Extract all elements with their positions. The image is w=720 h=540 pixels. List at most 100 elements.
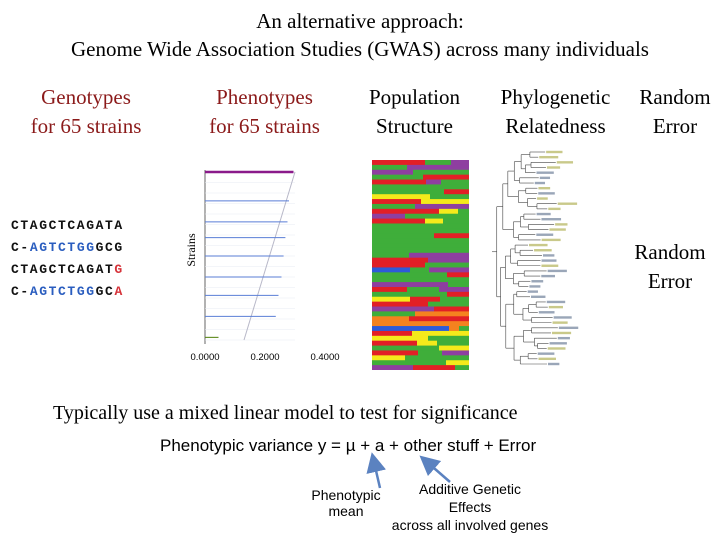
population-segment xyxy=(372,169,413,176)
tree-leaf-label xyxy=(548,207,561,211)
population-segment xyxy=(372,335,428,342)
population-segment xyxy=(372,252,409,259)
annotation-additive: Additive Genetic Effects across all invo… xyxy=(370,480,570,534)
tree-leaf-label xyxy=(556,161,574,164)
population-segment xyxy=(409,316,469,322)
tree-leaf-label xyxy=(537,352,555,355)
sequence-row: C-AGTCTGGGCG xyxy=(11,237,124,259)
phylogenetic-heading-line2: Relatedness xyxy=(505,114,606,138)
population-segment xyxy=(372,262,425,268)
population-segment xyxy=(372,306,434,312)
tree-leaf-label xyxy=(546,300,566,304)
annotation-phenotypic-mean: Phenotypic mean xyxy=(306,487,386,519)
population-segment xyxy=(417,340,437,347)
tree-leaf-label xyxy=(552,331,572,335)
population-segment xyxy=(372,194,430,200)
population-segment xyxy=(418,350,442,356)
population-segment xyxy=(443,218,469,224)
population-segment xyxy=(372,340,417,347)
population-segment xyxy=(372,272,447,278)
population-segment xyxy=(412,330,469,337)
tree-leaf-label xyxy=(534,249,552,252)
sequence-segment: GC xyxy=(95,284,115,299)
tree-leaf-label xyxy=(538,186,551,190)
x-tick-label: 0.2000 xyxy=(250,352,279,363)
sequence-segment: CTAGCTCAGATA xyxy=(11,218,124,233)
population-segment xyxy=(447,291,469,298)
population-segment xyxy=(428,301,469,308)
population-segment xyxy=(372,233,434,239)
tree-leaf-label xyxy=(552,321,568,324)
population-segment xyxy=(372,164,407,171)
chart-ylabel: Strains xyxy=(185,233,198,267)
population-segment xyxy=(455,365,469,370)
population-segment xyxy=(372,243,469,249)
population-segment xyxy=(372,160,425,166)
tree-leaf-label xyxy=(539,176,551,180)
phenotypes-heading-line1: Phenotypes xyxy=(216,85,313,109)
sequence-segment: CTAGCTCAGAT xyxy=(11,262,115,277)
random-error-label: Random Error xyxy=(622,238,718,296)
population-segment xyxy=(372,277,469,283)
population-segment xyxy=(429,267,469,273)
population-segment xyxy=(372,326,449,332)
population-segment xyxy=(372,228,469,234)
population-segment xyxy=(372,179,426,185)
population-segment xyxy=(372,199,421,205)
population-segment xyxy=(444,189,469,195)
title-line-2: Genome Wide Association Studies (GWAS) a… xyxy=(71,37,649,61)
phenotypes-heading: Phenotypes for 65 strains xyxy=(192,83,337,141)
population-segment xyxy=(372,213,405,220)
population-segment xyxy=(428,257,469,264)
sequence-segment: AGTCTGG xyxy=(29,240,96,255)
tree-leaf-label xyxy=(541,274,556,278)
population-segment xyxy=(372,208,439,215)
population-segment xyxy=(437,340,469,347)
tree-leaf-label xyxy=(541,218,562,221)
tree-leaf-label xyxy=(531,280,544,283)
annot-mean-line1: Phenotypic xyxy=(311,487,381,503)
population-segment xyxy=(439,345,469,351)
population-segment xyxy=(426,179,441,185)
tree-leaf-label xyxy=(546,166,561,169)
population-segment xyxy=(430,194,469,200)
population-segment xyxy=(405,213,469,220)
population-segment xyxy=(439,286,469,293)
title-line-1: An alternative approach: xyxy=(256,9,464,33)
population-segment xyxy=(447,272,469,278)
population-segment xyxy=(439,208,458,215)
tree-leaf-label xyxy=(542,254,555,257)
phylogenetic-heading-line1: Phylogenetic xyxy=(500,85,611,109)
tree-leaf-label xyxy=(549,342,567,345)
population-segment xyxy=(428,335,469,342)
phylogenetic-tree xyxy=(492,150,579,366)
population-segment xyxy=(372,247,469,254)
tree-leaf-label xyxy=(531,295,546,298)
population-segment xyxy=(421,199,469,205)
population-segment xyxy=(372,345,439,351)
tree-leaf-label xyxy=(553,316,572,319)
population-segment xyxy=(372,321,469,327)
population-heading: Population Structure xyxy=(352,83,477,141)
population-segment xyxy=(372,218,425,224)
population-segment xyxy=(372,296,410,303)
sequence-row: CTAGCTCAGATG xyxy=(11,259,124,281)
population-segment xyxy=(415,203,469,210)
population-segment xyxy=(449,326,459,332)
tree-leaf-label xyxy=(529,285,541,288)
tree-leaf-label xyxy=(539,155,559,159)
population-segment xyxy=(372,189,444,195)
tree-leaf-label xyxy=(549,228,566,231)
population-segment xyxy=(372,291,447,298)
sequence-segment: A xyxy=(114,284,124,299)
population-segment xyxy=(446,360,469,366)
sequence-segment: G xyxy=(114,262,124,277)
population-segment xyxy=(372,301,428,308)
random-error-line2: Error xyxy=(647,269,693,293)
population-segment xyxy=(415,311,469,317)
population-segment xyxy=(423,174,469,181)
population-segment xyxy=(440,296,469,303)
population-segment xyxy=(459,326,469,332)
sequence-segment: AGTCTGG xyxy=(29,284,96,299)
